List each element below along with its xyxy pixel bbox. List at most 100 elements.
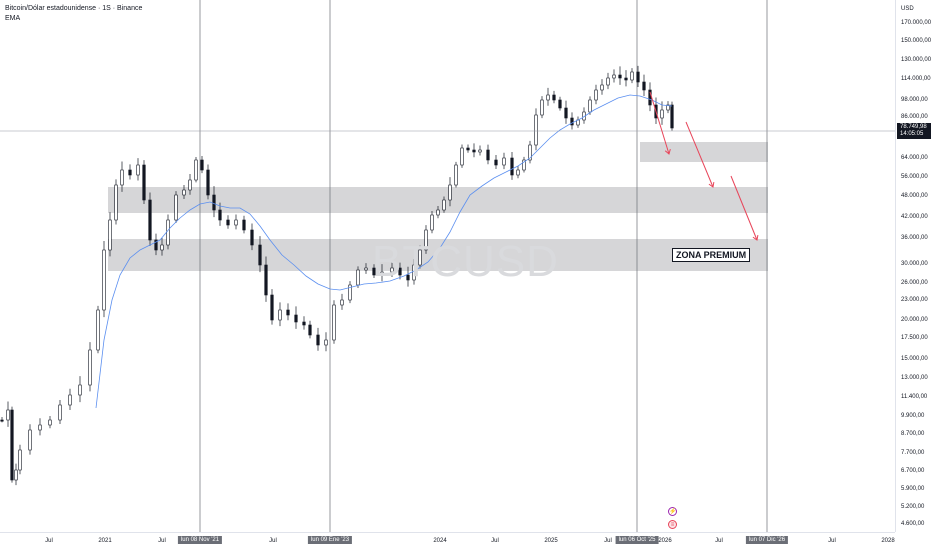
candle-body xyxy=(486,149,490,161)
time-tick-label: Jul xyxy=(158,538,166,544)
price-zone[interactable] xyxy=(640,142,768,162)
candle-body xyxy=(670,104,674,129)
candle-body xyxy=(356,269,360,286)
vertical-line-date-label: lun 07 Dic '26 xyxy=(745,536,789,544)
candle-body xyxy=(454,164,458,186)
time-tick-label: 2024 xyxy=(433,538,447,544)
candle-body xyxy=(424,229,428,251)
candle-body xyxy=(348,284,352,301)
candle-body xyxy=(522,159,526,171)
candle-body xyxy=(436,209,440,216)
projection-arrow[interactable] xyxy=(730,175,758,241)
candle-body xyxy=(18,449,22,471)
price-tick-label: 150.000,00 xyxy=(901,38,932,44)
price-axis[interactable]: USD 170.000,00 150.000,00 130.000,00 114.00… xyxy=(895,0,932,532)
price-tick-label: 42.000,00 xyxy=(901,214,928,220)
candle-body xyxy=(642,81,646,91)
zona-premium-label[interactable]: ZONA PREMIUM xyxy=(672,248,751,262)
candle-body xyxy=(206,169,210,196)
candle-body xyxy=(666,104,670,111)
projection-arrow[interactable] xyxy=(649,91,670,155)
time-tick-label: 2021 xyxy=(98,538,112,544)
candle-body xyxy=(510,157,514,176)
candle-body xyxy=(258,244,262,266)
projection-arrow[interactable] xyxy=(685,121,714,188)
price-tick-label: 5.200,00 xyxy=(901,504,925,510)
candle-body xyxy=(540,99,544,116)
price-tick-label: 86.000,00 xyxy=(901,114,928,120)
candle-body xyxy=(340,299,344,306)
ema-legend[interactable]: EMA xyxy=(5,15,21,22)
flag-us-icon[interactable]: ≡ xyxy=(668,520,677,529)
candle-body xyxy=(200,159,204,171)
price-tick-label: 20.000,00 xyxy=(901,317,928,323)
candle-body xyxy=(174,194,178,221)
candle-body xyxy=(14,469,18,481)
price-tick-label: 130.000,00 xyxy=(901,57,932,63)
price-tick-label: 170.000,00 xyxy=(901,20,932,26)
candle-body xyxy=(430,214,434,231)
ema-line xyxy=(95,94,673,409)
time-tick-label: Jul xyxy=(45,538,53,544)
candle-body xyxy=(38,424,42,431)
candle-body xyxy=(332,304,336,341)
candle-body xyxy=(534,114,538,146)
candle-body xyxy=(316,334,320,346)
candle-body xyxy=(58,404,62,421)
candle-body xyxy=(636,71,640,83)
candle-body xyxy=(128,169,132,176)
candle-body xyxy=(234,219,238,226)
price-tick-label: 26.000,00 xyxy=(901,280,928,286)
time-tick-label: Jul xyxy=(715,538,723,544)
candle-body xyxy=(136,164,140,176)
time-tick-label: Jul xyxy=(269,538,277,544)
vertical-line-date-label: lun 09 Ene '23 xyxy=(307,536,353,544)
candle-body xyxy=(218,209,222,221)
candle-body xyxy=(600,84,604,91)
price-tick-label: 17.500,00 xyxy=(901,335,928,341)
candle-body xyxy=(10,409,14,481)
chart-canvas[interactable]: BTCUSD Bitcoin/Dólar estadounidense · 1S… xyxy=(0,0,895,532)
candle-body xyxy=(472,149,476,153)
candle-body xyxy=(380,271,384,276)
price-tick-label: 5.900,00 xyxy=(901,486,925,492)
candle-body xyxy=(448,184,452,201)
candle-body xyxy=(466,147,470,151)
vertical-line-date-label: lun 08 Nov '21 xyxy=(177,536,223,544)
price-tick-label: 64.000,00 xyxy=(901,155,928,161)
price-chart[interactable] xyxy=(0,0,895,532)
price-tick-label: 23.000,00 xyxy=(901,297,928,303)
price-tick-label: 9.900,00 xyxy=(901,413,925,419)
candle-body xyxy=(546,94,550,101)
price-tick-label: 36.000,00 xyxy=(901,235,928,241)
candle-body xyxy=(302,321,306,326)
candle-body xyxy=(478,149,482,153)
candle-body xyxy=(188,179,192,191)
candle-body xyxy=(142,164,146,201)
candle-body xyxy=(528,144,532,161)
candle-body xyxy=(324,339,328,346)
candle-body xyxy=(412,264,416,281)
candle-body xyxy=(96,309,100,351)
price-zone[interactable] xyxy=(108,239,768,271)
symbol-legend[interactable]: Bitcoin/Dólar estadounidense · 1S · Bina… xyxy=(5,5,143,12)
candle-body xyxy=(120,169,124,186)
candle-body xyxy=(390,267,394,273)
candle-body xyxy=(660,109,664,119)
candle-body xyxy=(612,74,616,79)
candle-body xyxy=(108,219,112,251)
candle-body xyxy=(48,419,52,426)
candle-body xyxy=(372,267,376,276)
price-tick-label: 98.000,00 xyxy=(901,97,928,103)
candle-body xyxy=(250,229,254,246)
candle-body xyxy=(264,264,268,296)
price-tick-label: 6.700,00 xyxy=(901,468,925,474)
candle-body xyxy=(28,429,32,451)
candle-body xyxy=(418,249,422,266)
candle-body xyxy=(194,159,198,181)
lightning-icon[interactable]: ⚡ xyxy=(668,507,677,516)
time-axis[interactable]: Jul 2021 Jul Jul 2024 Jul 2025 Jul 2026 Jul Jul 202… xyxy=(0,532,895,551)
candle-body xyxy=(606,77,610,86)
candle-body xyxy=(630,71,634,81)
candle-body xyxy=(286,309,290,316)
